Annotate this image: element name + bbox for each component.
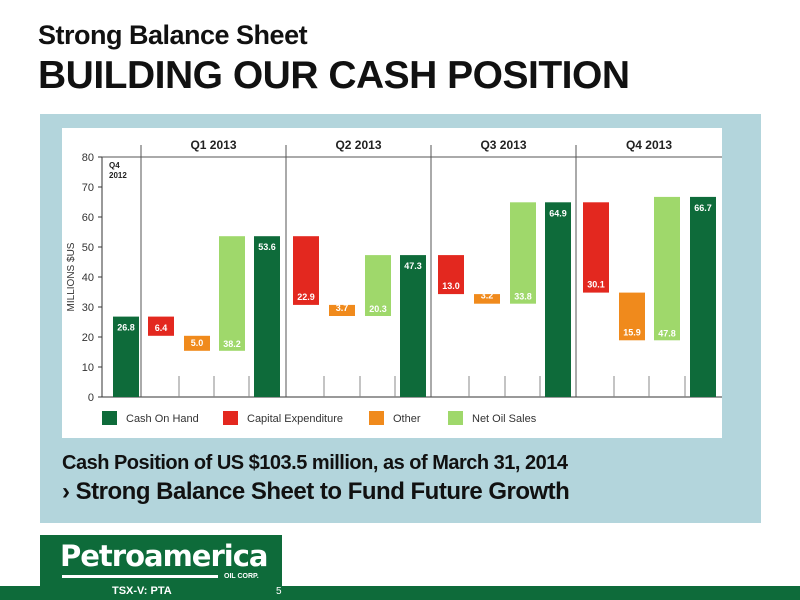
period-label: Q4 2013: [626, 138, 672, 152]
logo-corp-text: OIL CORP.: [224, 573, 259, 580]
bar-value-label: 38.2: [223, 339, 241, 349]
bar-cash: [254, 236, 280, 397]
period-label-line: Q4: [109, 161, 120, 170]
bar-value-label: 15.9: [623, 327, 641, 337]
period-label: Q1 2013: [190, 138, 236, 152]
bar-value-label: 53.6: [258, 242, 276, 252]
bar-other: [329, 304, 355, 316]
y-tick-label: 20: [82, 332, 94, 344]
bar-value-label: 3.2: [481, 291, 494, 301]
bar-value-label: 20.3: [369, 304, 387, 314]
legend-label: Other: [393, 413, 421, 425]
logo-wordmark: Petroamerica: [60, 539, 268, 573]
y-tick-label: 40: [82, 272, 94, 284]
bar-sales: [365, 255, 391, 316]
page-number: 5: [276, 586, 282, 597]
cash-position-caption: Cash Position of US $103.5 million, as o…: [62, 452, 568, 474]
legend-swatch-capex: [223, 411, 238, 425]
bar-value-label: 33.8: [514, 292, 532, 302]
bar-value-label: 6.4: [155, 323, 168, 333]
bar-value-label: 13.0: [442, 281, 460, 291]
bar-other: [184, 335, 210, 351]
y-tick-label: 70: [82, 182, 94, 194]
y-tick-label: 0: [88, 392, 94, 404]
period-label-line: 2012: [109, 171, 127, 180]
slide-subtitle: Strong Balance Sheet: [38, 20, 308, 50]
y-tick-label: 60: [82, 212, 94, 224]
bar-capex: [293, 236, 319, 305]
logo-rule: [62, 575, 218, 578]
bar-cash: [545, 202, 571, 397]
bar-other: [619, 292, 645, 341]
legend-label: Net Oil Sales: [472, 413, 537, 425]
slide-title: BUILDING OUR CASH POSITION: [38, 54, 630, 97]
ticker-symbol: TSX-V: PTA: [112, 585, 172, 597]
growth-caption: › Strong Balance Sheet to Fund Future Gr…: [62, 478, 570, 505]
bar-capex: [438, 255, 464, 295]
y-tick-label: 80: [82, 152, 94, 164]
bar-sales: [219, 236, 245, 351]
bar-value-label: 66.7: [694, 203, 712, 213]
y-tick-label: 10: [82, 362, 94, 374]
bar-capex: [583, 202, 609, 293]
bar-value-label: 47.8: [658, 328, 676, 338]
y-axis-title: MILLIONS $US: [66, 242, 77, 311]
company-logo: Petroamerica OIL CORP. TSX-V: PTA 5: [40, 535, 282, 600]
bar-value-label: 3.7: [336, 303, 349, 313]
bar-cash: [400, 255, 426, 397]
bar-other: [474, 294, 500, 304]
period-label: Q2 2013: [335, 138, 381, 152]
bar-value-label: 22.9: [297, 292, 315, 302]
legend-label: Capital Expenditure: [247, 413, 343, 425]
bar-capex: [148, 316, 174, 336]
legend-swatch-other: [369, 411, 384, 425]
period-label: Q3 2013: [480, 138, 526, 152]
chart-area: 0 10 20 30 40 50 60 70 80 MILLIONS $US Q4 2012 Q1 20…: [62, 128, 722, 438]
y-tick-label: 50: [82, 242, 94, 254]
bar-value-label: 26.8: [117, 323, 135, 333]
legend-swatch-cash: [102, 411, 117, 425]
bar-cash: [113, 316, 139, 397]
legend-label: Cash On Hand: [126, 413, 199, 425]
bar-value-label: 64.9: [549, 208, 567, 218]
bar-value-label: 47.3: [404, 261, 422, 271]
bar-sales: [510, 202, 536, 304]
bar-value-label: 30.1: [587, 280, 605, 290]
bar-value-label: 5.0: [191, 338, 204, 348]
legend-swatch-sales: [448, 411, 463, 425]
bar-cash: [690, 196, 716, 397]
bar-sales: [654, 196, 680, 341]
y-tick-label: 30: [82, 302, 94, 314]
